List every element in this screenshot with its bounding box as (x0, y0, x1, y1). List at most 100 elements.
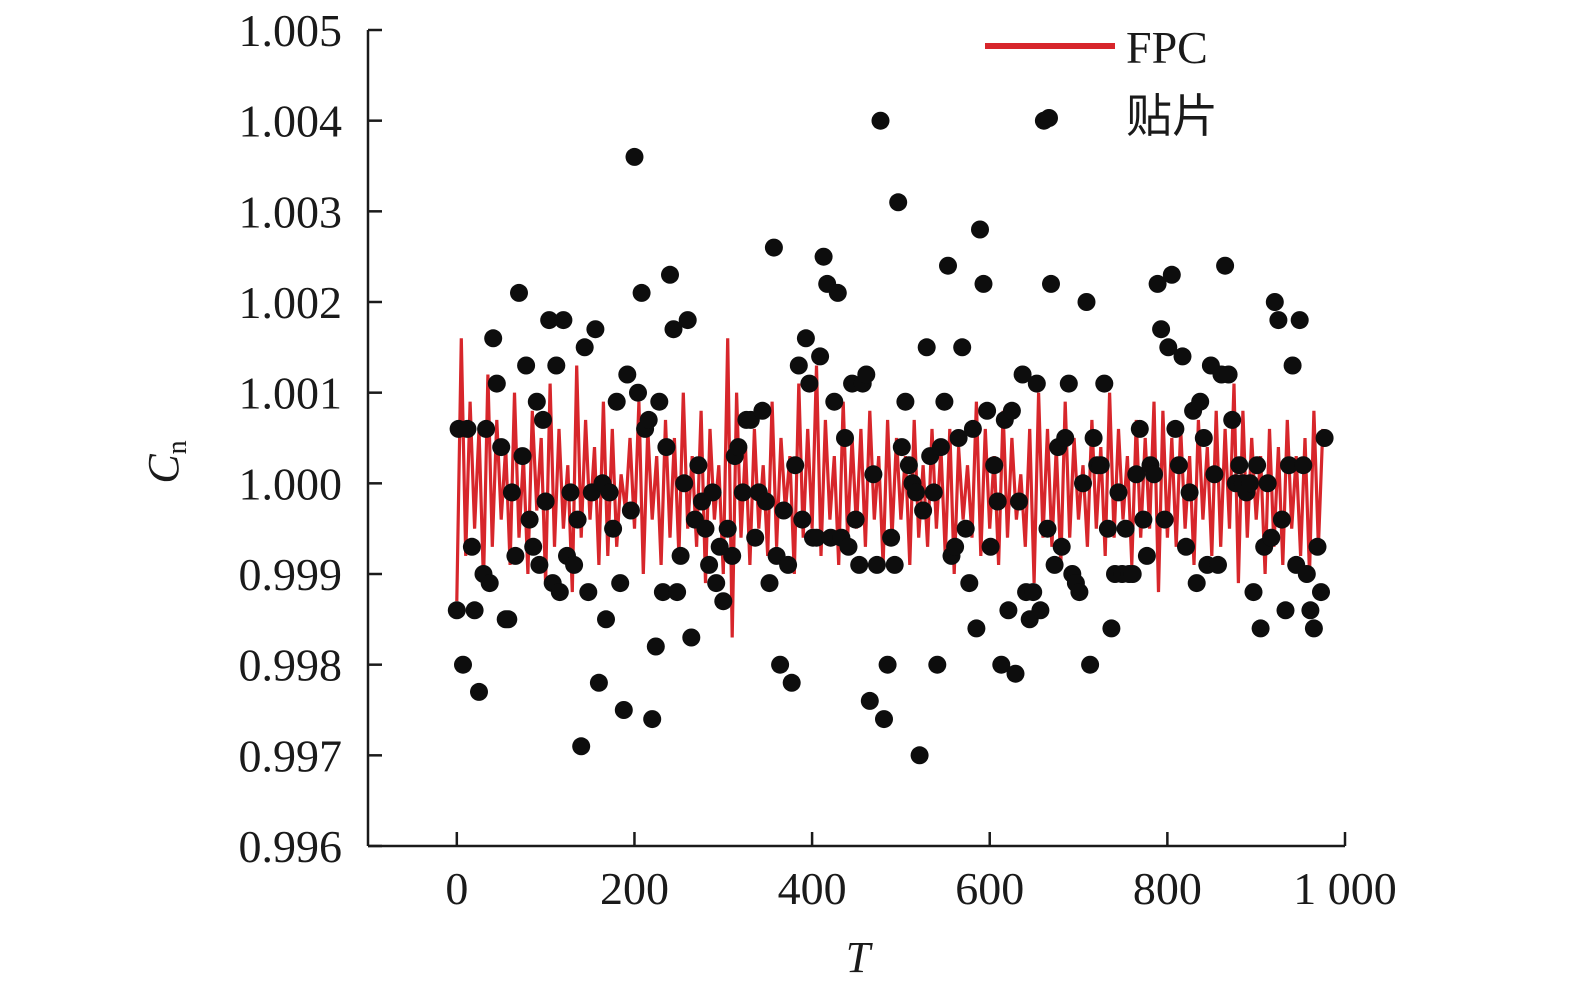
series-patch-point (1152, 320, 1171, 339)
series-patch-point (729, 438, 748, 457)
series-patch-point (971, 220, 989, 239)
series-patch-point (1070, 583, 1089, 602)
series-patch-point (733, 483, 752, 502)
series-patch-point (850, 555, 869, 574)
series-patch-point (579, 583, 598, 602)
series-patch-point (470, 682, 488, 701)
series-patch-point (454, 655, 472, 674)
y-tick-label: 0.999 (239, 549, 343, 600)
series-patch-point (718, 519, 737, 538)
series-patch-point (1162, 265, 1181, 284)
series-patch-point (1272, 510, 1291, 529)
y-tick-label: 1.001 (239, 368, 343, 419)
series-patch-point (653, 583, 672, 602)
series-patch-point (753, 401, 772, 420)
series-patch-point (1269, 311, 1288, 330)
x-tick-label: 200 (600, 863, 669, 914)
series-patch-point (839, 537, 858, 556)
series-patch-point (1262, 528, 1281, 547)
series-patch-point (1002, 401, 1021, 420)
series-patch-point (480, 574, 499, 593)
series-patch-point (789, 356, 808, 375)
series-patch-point (696, 519, 715, 538)
series-patch-point (664, 320, 683, 339)
series-patch-point (967, 619, 986, 638)
series-patch-point (786, 456, 805, 475)
series-patch-point (1010, 492, 1028, 511)
series-patch-point (703, 483, 722, 502)
series-patch-point (572, 737, 591, 756)
series-patch-point (1137, 546, 1156, 565)
series-patch-point (1052, 537, 1071, 556)
y-axis-title-main: C (139, 454, 188, 484)
series-patch-point (632, 283, 651, 302)
series-patch-point (949, 429, 968, 447)
series-patch-point (1297, 565, 1316, 583)
series-patch-point (981, 537, 1000, 556)
series-patch-point (714, 592, 733, 611)
series-patch-point (889, 193, 908, 212)
series-patch-point (604, 519, 623, 538)
series-patch-point (607, 392, 626, 411)
series-patch-point (1006, 664, 1025, 683)
series-patch-point (992, 655, 1011, 674)
series-patch-point (814, 247, 833, 266)
y-tick-label: 1.000 (239, 458, 343, 509)
series-patch-point (935, 392, 954, 411)
series-patch-point (978, 401, 997, 420)
series-patch-point (860, 691, 879, 710)
series-patch-point (875, 710, 893, 729)
series-patch-point (499, 610, 518, 629)
series-patch-point (547, 356, 566, 375)
series-patch-point (1312, 583, 1330, 602)
series-patch-point (774, 501, 793, 520)
series-patch-point (960, 574, 979, 593)
series-patch-point (477, 419, 496, 438)
series-patch-point (1074, 474, 1092, 493)
series-patch-point (1116, 519, 1135, 538)
series-patch-point (1013, 365, 1032, 384)
series-patch-point (568, 510, 587, 529)
x-tick-label: 800 (1133, 863, 1202, 914)
series-patch-point (825, 392, 844, 411)
series-patch-point (524, 537, 543, 556)
y-tick-label: 0.996 (239, 821, 343, 872)
series-patch-point (1155, 510, 1174, 529)
series-patch-point (793, 510, 812, 529)
series-patch-point (1209, 555, 1227, 574)
legend-patch-label: 贴片 (1126, 91, 1218, 142)
series-patch-point (782, 673, 801, 692)
series-patch-point (1177, 537, 1195, 556)
series-patch-point (807, 528, 826, 547)
series-patch-point (682, 628, 701, 647)
series-patch-point (985, 456, 1004, 475)
series-patch-point (1102, 619, 1121, 638)
series-patch-point (1265, 293, 1284, 311)
series-patch-point (639, 410, 658, 429)
series-patch-point (1159, 338, 1178, 357)
series-patch-point (1194, 429, 1213, 447)
series-patch-point (1027, 374, 1046, 393)
series-patch-point (760, 574, 779, 593)
series-patch-point (800, 374, 819, 393)
series-patch-point (462, 537, 481, 556)
x-tick-label: 0 (445, 863, 468, 914)
series-patch-point (885, 555, 904, 574)
series-patch-point (899, 456, 918, 475)
series-patch-point (857, 365, 876, 384)
series-patch-point (907, 483, 925, 502)
series-patch-point (1077, 293, 1096, 311)
series-patch-point (953, 338, 972, 357)
series-patch-point (796, 329, 815, 348)
series-patch-point (931, 438, 950, 457)
series-patch-point (828, 283, 847, 302)
x-tick-label: 600 (955, 863, 1024, 914)
series-patch-point (999, 601, 1018, 620)
series-patch-point (1038, 519, 1057, 538)
y-tick-label: 1.003 (239, 186, 343, 237)
series-patch-point (1145, 465, 1163, 484)
series-patch-point (882, 528, 901, 547)
series-patch-point (1283, 356, 1302, 375)
series-patch-point (540, 311, 559, 330)
